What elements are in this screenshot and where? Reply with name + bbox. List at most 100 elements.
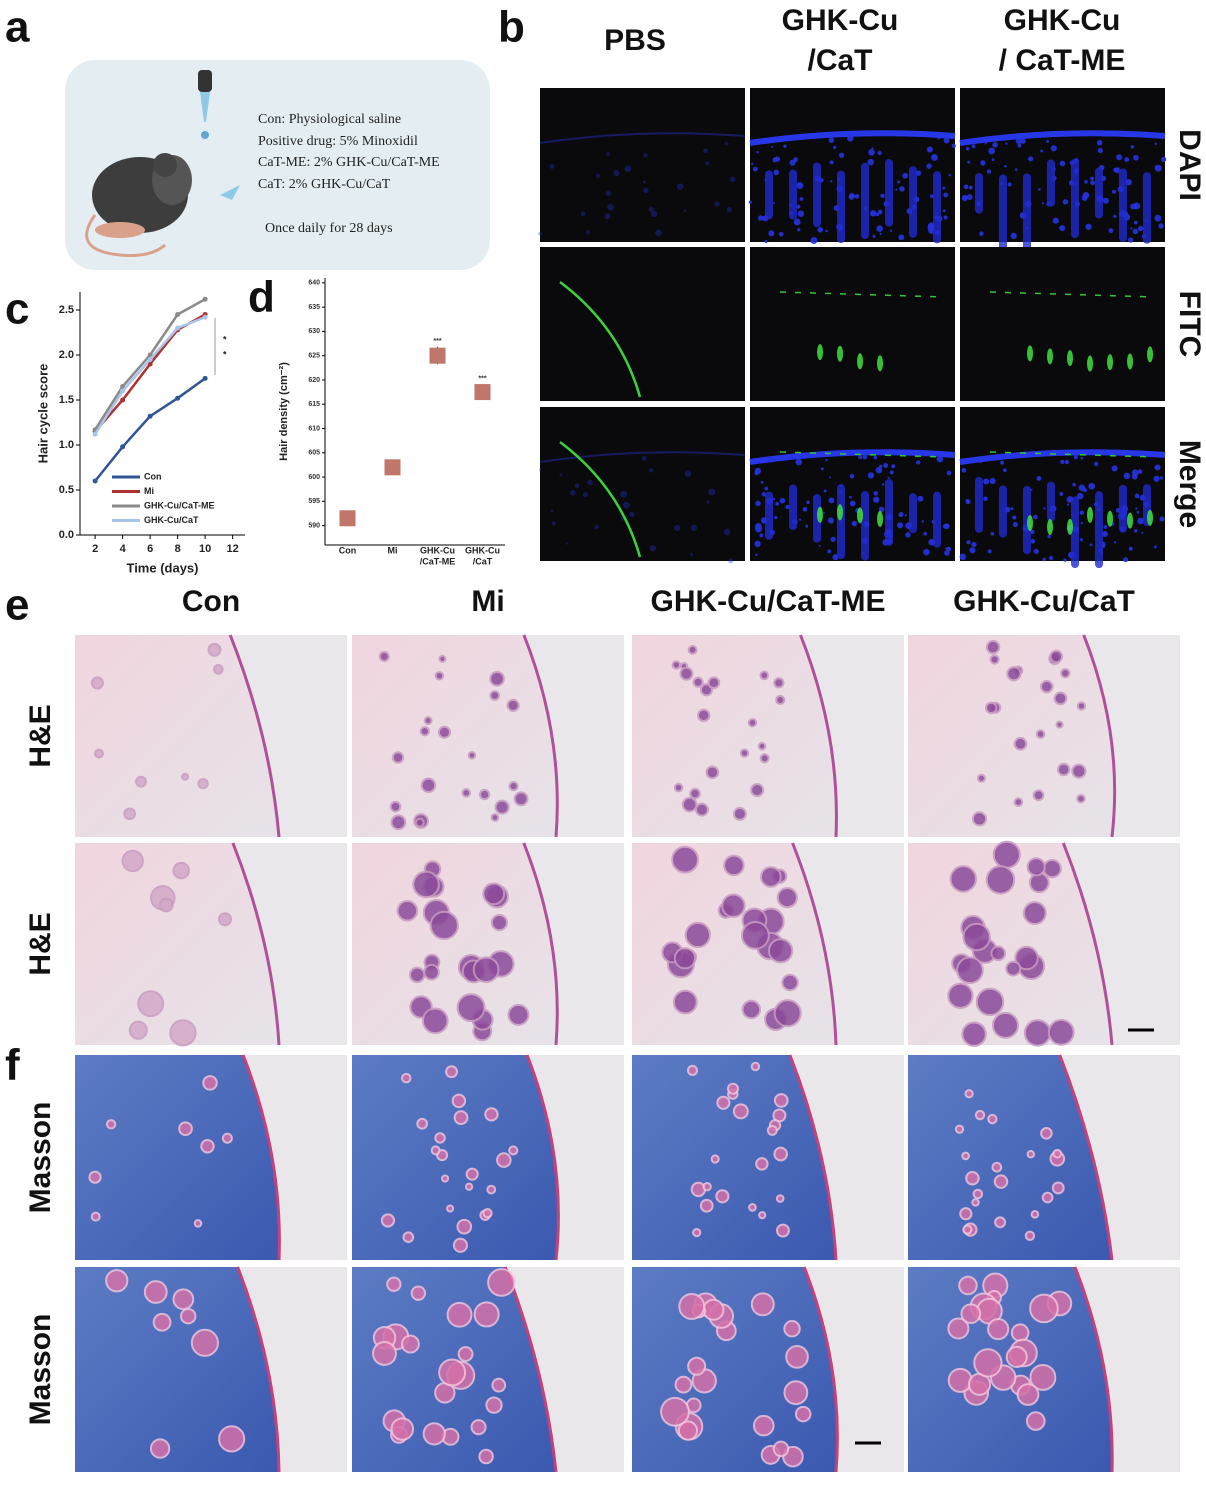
nucleus — [1033, 514, 1038, 520]
nucleus — [983, 496, 988, 501]
follicle — [993, 1174, 1009, 1189]
follicle — [759, 753, 770, 764]
follicle — [400, 1334, 420, 1354]
follicle — [726, 1082, 739, 1095]
follicle — [105, 1269, 129, 1293]
nucleus — [1153, 475, 1160, 482]
follicle — [965, 1171, 980, 1186]
epidermis — [522, 634, 559, 838]
nucleus — [1134, 220, 1138, 225]
follicle — [783, 1320, 801, 1338]
follicle — [1039, 679, 1054, 694]
follicle — [465, 1167, 479, 1181]
follicle — [947, 982, 974, 1009]
point — [120, 397, 126, 403]
y-tick-label: 625 — [308, 353, 320, 360]
follicle — [1006, 666, 1022, 682]
follicle — [202, 1075, 218, 1091]
follicle — [773, 1093, 789, 1108]
nucleus — [876, 225, 883, 233]
nucleus — [989, 477, 996, 485]
follicle — [181, 772, 190, 781]
follicle — [813, 162, 821, 228]
follicle — [1095, 491, 1103, 569]
follicle — [1014, 945, 1039, 971]
nucleus — [622, 501, 630, 509]
nucleus — [1066, 503, 1070, 506]
follicle — [984, 701, 998, 715]
nucleus — [917, 495, 924, 502]
follicle — [959, 1207, 973, 1221]
follicle — [1024, 1230, 1036, 1241]
follicle — [1071, 158, 1079, 239]
nucleus — [992, 141, 998, 148]
follicle — [438, 654, 447, 663]
histology-image — [75, 842, 347, 1047]
dapi-edge — [539, 132, 746, 144]
fluorescence-image — [960, 247, 1165, 401]
nucleus — [991, 158, 995, 162]
tissue — [75, 1267, 279, 1472]
nucleus — [895, 188, 898, 191]
nucleus — [1112, 189, 1116, 194]
nucleus — [879, 464, 883, 469]
follicle — [172, 861, 190, 880]
nucleus — [942, 209, 946, 213]
nucleus — [1030, 529, 1035, 535]
point — [120, 444, 126, 450]
fitc-follicle — [1087, 506, 1093, 523]
follicle — [178, 1121, 193, 1137]
follicle — [1071, 763, 1087, 779]
follicle — [674, 1375, 693, 1394]
follicle — [766, 1124, 778, 1136]
follicle — [732, 806, 747, 821]
y-tick-label: 0.5 — [59, 484, 74, 496]
follicle — [1005, 1345, 1028, 1368]
follicle — [671, 660, 682, 670]
x-tick-label: 6 — [147, 543, 153, 555]
follicle — [1042, 858, 1062, 879]
nucleus — [1000, 460, 1005, 465]
follicle — [976, 773, 986, 783]
x-tick-label: 8 — [175, 543, 181, 555]
follicle — [975, 477, 983, 533]
nucleus — [881, 483, 885, 486]
y-tick-label: 640 — [308, 280, 320, 287]
nucleus — [1154, 464, 1161, 471]
follicle — [496, 1152, 512, 1168]
nucleus — [980, 160, 986, 166]
nucleus — [1004, 164, 1007, 168]
nucleus — [898, 234, 905, 241]
nucleus — [1161, 156, 1167, 162]
x-tick-label: 12 — [227, 543, 239, 555]
follicle — [1047, 1018, 1075, 1046]
x-tick-label: Con — [339, 545, 357, 555]
nucleus — [821, 467, 824, 471]
nucleus — [793, 218, 801, 226]
nucleus — [1159, 516, 1165, 522]
follicle — [716, 1095, 731, 1110]
follicle — [410, 1285, 427, 1301]
follicle — [1057, 762, 1071, 777]
follicle — [958, 1275, 978, 1296]
nucleus — [879, 232, 882, 235]
nucleus — [674, 524, 681, 532]
follicle — [172, 1288, 195, 1311]
fluorescence-image — [538, 407, 746, 564]
nucleus — [1050, 145, 1057, 152]
follicle — [446, 1204, 455, 1213]
follicle — [990, 945, 1007, 962]
follicle — [961, 1021, 987, 1047]
follicle — [747, 718, 758, 728]
row-label: H&E — [24, 912, 57, 975]
follicle — [933, 491, 941, 548]
mouse-illustration — [85, 70, 240, 257]
nucleus — [915, 170, 922, 176]
epidermis — [503, 1266, 558, 1473]
nucleus — [984, 142, 987, 145]
nucleus — [898, 512, 904, 518]
follicle — [752, 1414, 775, 1437]
nucleus — [969, 547, 976, 554]
follicle — [419, 726, 430, 737]
follicle — [987, 1317, 1010, 1341]
